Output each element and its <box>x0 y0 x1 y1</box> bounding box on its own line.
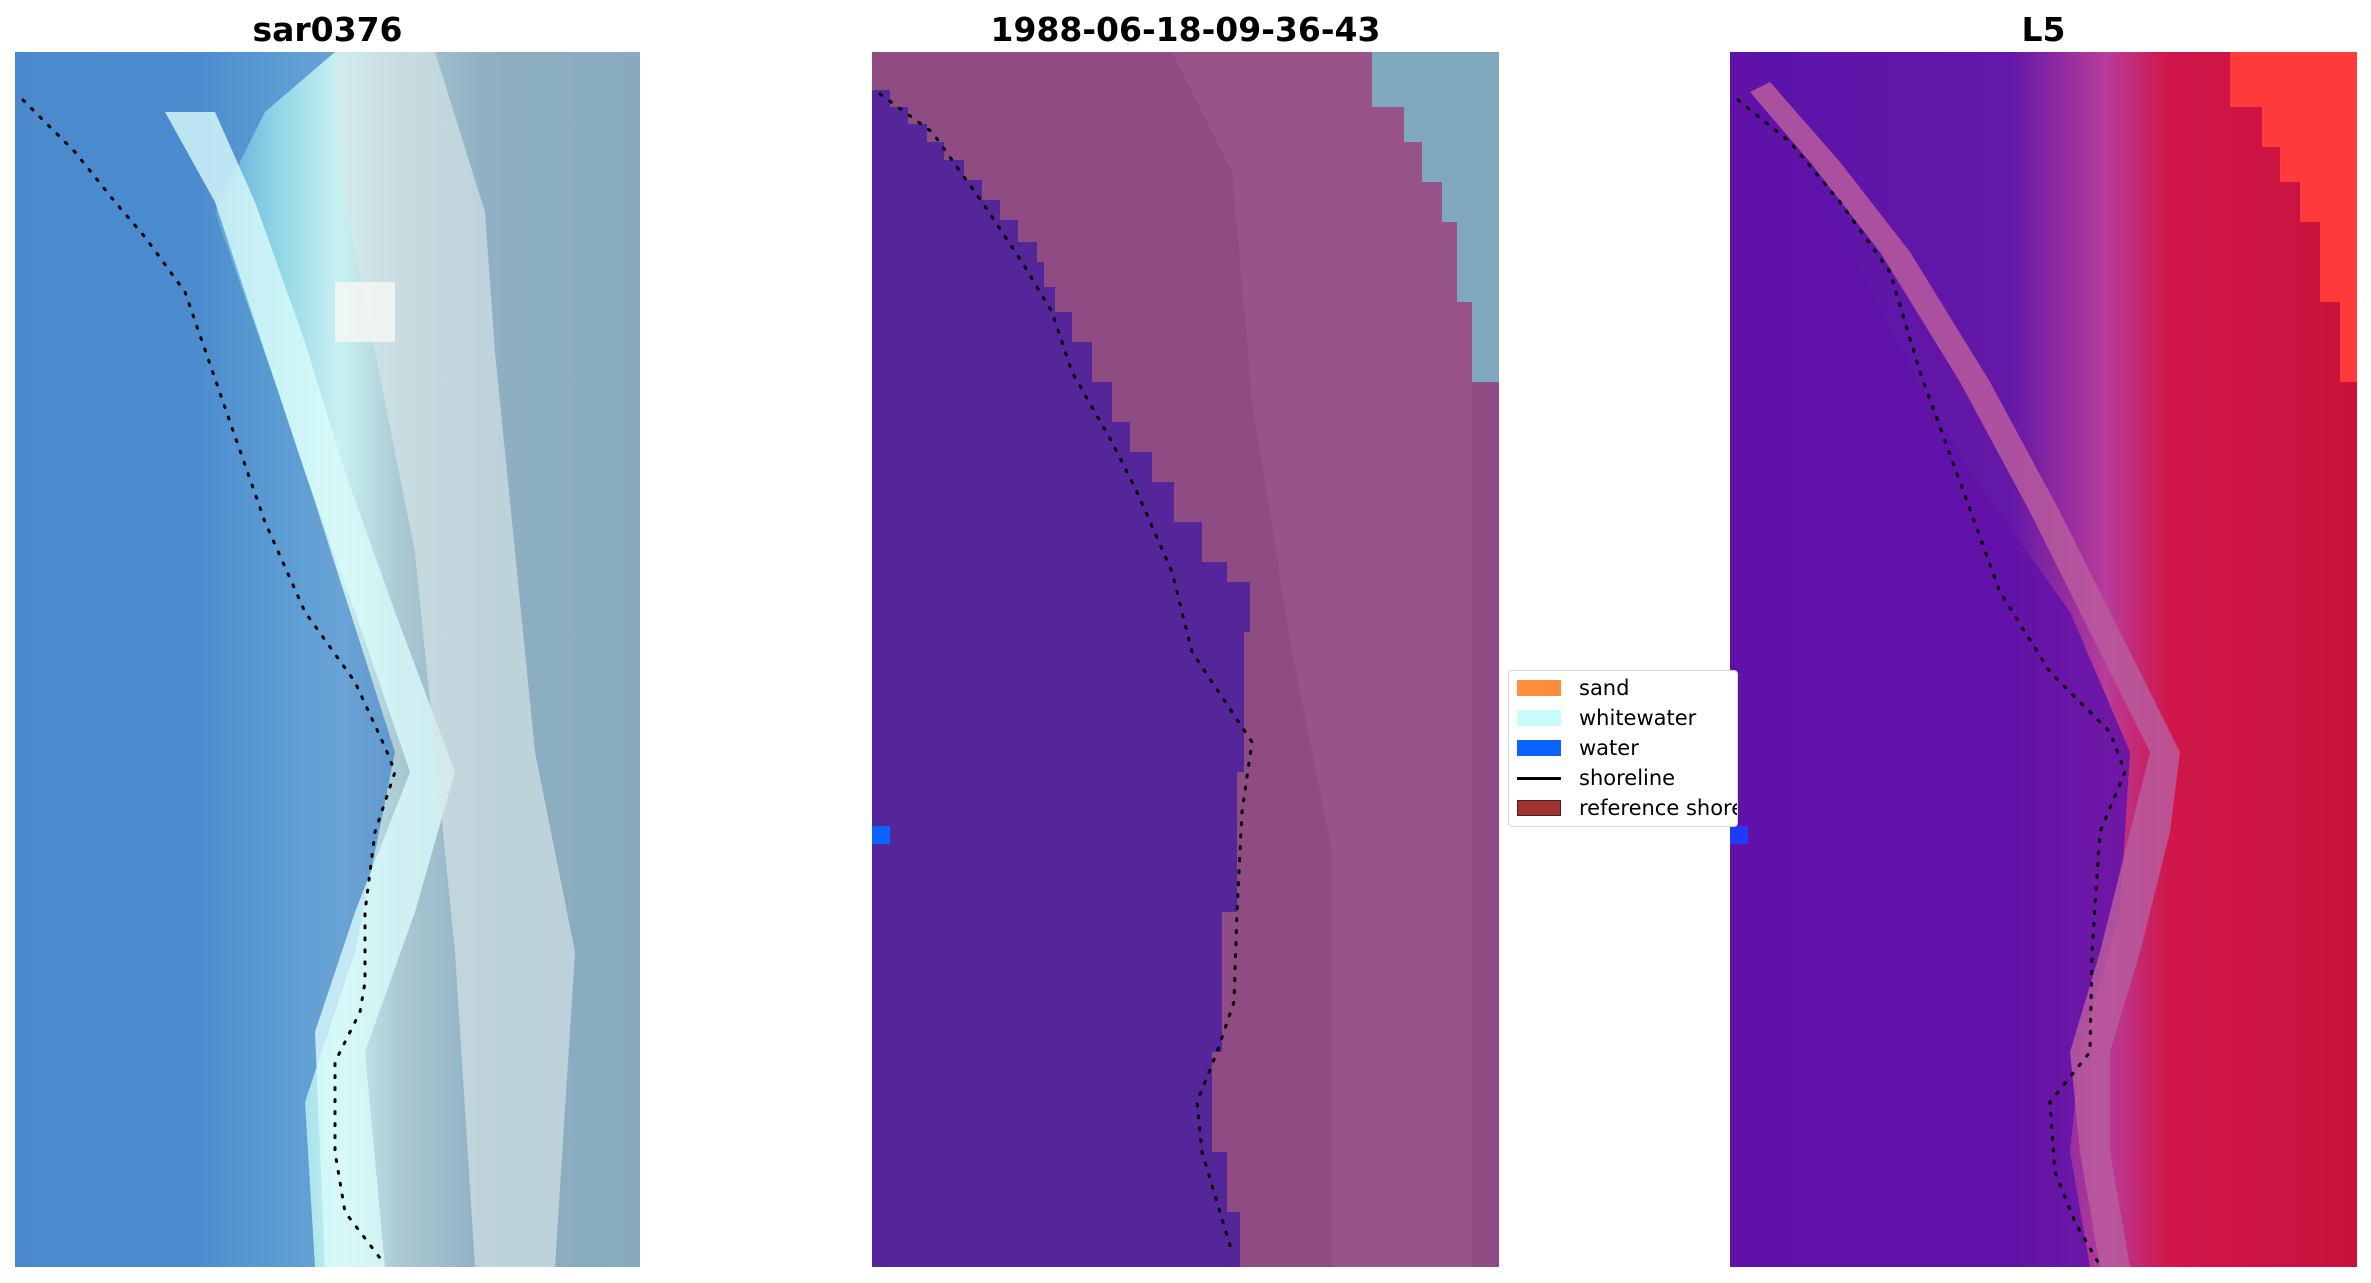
panel-title-index: L5 <box>2021 10 2066 49</box>
legend: sand whitewater water shoreline referenc… <box>1508 670 1738 827</box>
water-swatch <box>1517 740 1561 756</box>
legend-item-reference-shoreline: reference shoreline <box>1517 793 1737 823</box>
legend-label-reference-shoreline: reference shoreline <box>1579 796 1737 820</box>
legend-item-sand: sand <box>1517 673 1629 703</box>
panel-title-rgb: sar0376 <box>252 10 403 49</box>
legend-label-shoreline: shoreline <box>1579 766 1676 790</box>
classified-image-panel <box>872 52 1499 1267</box>
shoreline-trace-classified <box>878 92 1254 1254</box>
legend-label-sand: sand <box>1579 676 1630 700</box>
rgb-image-panel <box>15 52 640 1267</box>
shoreline-line-sample <box>1517 776 1561 780</box>
sand-swatch <box>1517 680 1561 696</box>
legend-label-whitewater: whitewater <box>1579 706 1697 730</box>
water-pixel <box>872 826 890 844</box>
legend-label-water: water <box>1579 736 1639 760</box>
shoreline-trace-index <box>1736 98 2127 1264</box>
water-pixel-index <box>1730 826 1748 844</box>
panel-title-classified: 1988-06-18-09-36-43 <box>990 10 1381 49</box>
index-image-panel <box>1730 52 2357 1267</box>
reference-shoreline-swatch <box>1517 800 1561 816</box>
legend-item-water: water <box>1517 733 1639 763</box>
legend-item-whitewater: whitewater <box>1517 703 1696 733</box>
whitewater-swatch <box>1517 710 1561 726</box>
legend-item-shoreline: shoreline <box>1517 763 1675 793</box>
